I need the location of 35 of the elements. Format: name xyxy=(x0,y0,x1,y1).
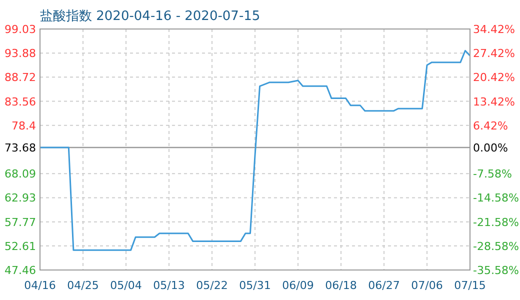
x-tick-label: 07/15 xyxy=(454,279,486,292)
x-tick-label: 06/27 xyxy=(368,279,400,292)
y2-tick-label: 0.00% xyxy=(473,142,508,155)
y-tick-label: 78.4 xyxy=(12,119,36,132)
x-tick-label: 05/04 xyxy=(110,279,142,292)
x-tick-label: 05/22 xyxy=(196,279,228,292)
x-tick-label: 07/06 xyxy=(411,279,443,292)
y2-tick-label: -14.58% xyxy=(473,192,519,205)
x-tick-label: 06/18 xyxy=(325,279,357,292)
y-tick-label: 99.03 xyxy=(4,23,36,36)
y-tick-label: 52.61 xyxy=(4,240,36,253)
y2-tick-label: 13.42% xyxy=(473,95,515,108)
chart-title: 盐酸指数 2020-04-16 - 2020-07-15 xyxy=(40,9,260,24)
y-tick-label: 62.93 xyxy=(4,192,36,205)
y-tick-label: 57.77 xyxy=(4,216,36,229)
x-tick-label: 06/09 xyxy=(282,279,314,292)
y2-tick-label: 34.42% xyxy=(473,23,515,36)
y-tick-label: 88.72 xyxy=(4,71,36,84)
x-tick-label: 05/31 xyxy=(239,279,271,292)
y2-tick-label: -21.58% xyxy=(473,216,519,229)
y-tick-label: 83.56 xyxy=(4,95,36,108)
y2-tick-label: 6.42% xyxy=(473,119,508,132)
y-tick-label: 73.68 xyxy=(4,141,36,154)
x-tick-label: 05/13 xyxy=(153,279,185,292)
y2-tick-label: 27.42% xyxy=(473,47,515,60)
line-series xyxy=(39,50,471,251)
y-tick-label: 68.09 xyxy=(4,168,36,181)
x-tick-label: 04/25 xyxy=(67,279,99,292)
y2-tick-label: 20.42% xyxy=(473,71,515,84)
y2-tick-label: -7.58% xyxy=(473,168,512,181)
y2-tick-label: -35.58% xyxy=(473,264,519,277)
y2-tick-label: -28.58% xyxy=(473,240,519,253)
x-tick-label: 04/16 xyxy=(24,279,56,292)
y-tick-label: 93.88 xyxy=(4,47,36,60)
y-tick-label: 47.46 xyxy=(4,264,36,277)
